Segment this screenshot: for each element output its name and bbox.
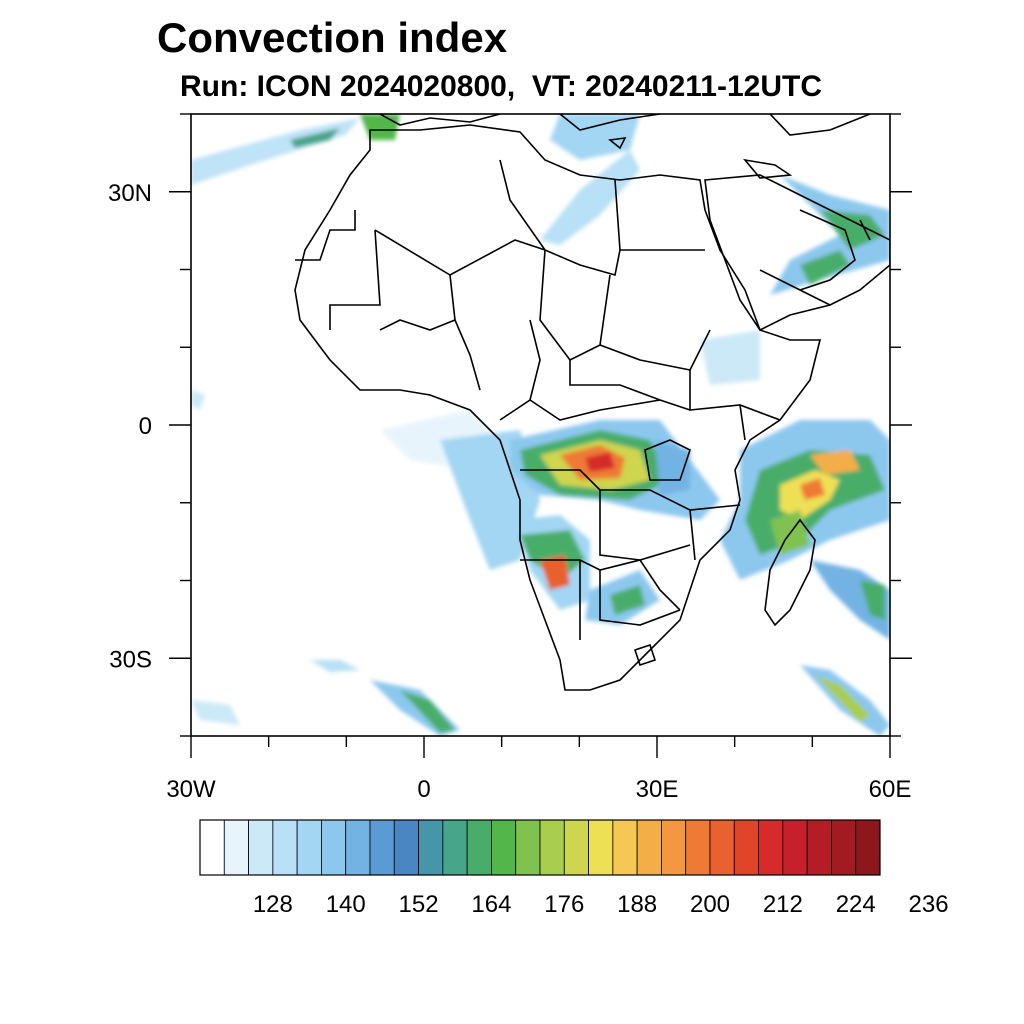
colorbar-label: 200 [690,891,730,918]
colorbar: 128 140 152 164 176 188 200 212 224 236 [199,819,949,918]
colorbar-swatch [199,819,225,876]
x-tick-label: 0 [417,776,430,803]
colorbar-swatch [612,819,638,876]
colorbar-label: 188 [617,891,657,918]
colorbar-swatch [636,819,662,876]
x-tick-label: 30E [636,776,679,803]
colorbar-swatch [248,819,274,876]
colorbar-swatch [685,819,711,876]
x-tick-label: 60E [869,776,912,803]
colorbar-label: 236 [909,891,949,918]
colorbar-swatch [733,819,759,876]
convection-field [191,114,890,736]
colorbar-label: 140 [326,891,366,918]
colorbar-label: 152 [399,891,439,918]
colorbar-swatch [855,819,881,876]
colorbar-frame [199,819,881,876]
colorbar-swatch [563,819,589,876]
colorbar-swatch [782,819,808,876]
colorbar-swatch [272,819,298,876]
colorbar-swatch [758,819,784,876]
colorbar-swatch [345,819,371,876]
colorbar-label: 212 [763,891,803,918]
colorbar-swatch [588,819,614,876]
colorbar-swatch [321,819,347,876]
colorbar-swatch [223,819,249,876]
colorbar-label: 176 [544,891,584,918]
colorbar-label: 164 [471,891,511,918]
colorbar-swatch [831,819,857,876]
colorbar-swatch [491,819,517,876]
y-tick-label: 0 [139,413,152,440]
y-tick-label: 30S [109,646,152,673]
axis-ticks: 30W 0 30E 60E 30N 0 30S [108,113,912,803]
map-subtitle: Run: ICON 2024020800, VT: 20240211-12UTC [180,70,822,103]
colorbar-swatch [466,819,492,876]
y-tick-label: 30N [108,180,152,207]
colorbar-swatch [661,819,687,876]
colorbar-swatch [442,819,468,876]
coastlines [294,114,890,691]
colorbar-swatch [539,819,565,876]
x-tick-label: 30W [166,776,216,803]
colorbar-label: 224 [836,891,876,918]
map-title: Convection index [157,14,508,61]
colorbar-swatch [393,819,419,876]
colorbar-swatch [296,819,322,876]
colorbar-swatch [515,819,541,876]
colorbar-swatch [806,819,832,876]
colorbar-swatch [418,819,444,876]
map-background [191,114,890,736]
colorbar-swatch [709,819,735,876]
colorbar-label: 128 [253,891,293,918]
colorbar-swatch [369,819,395,876]
